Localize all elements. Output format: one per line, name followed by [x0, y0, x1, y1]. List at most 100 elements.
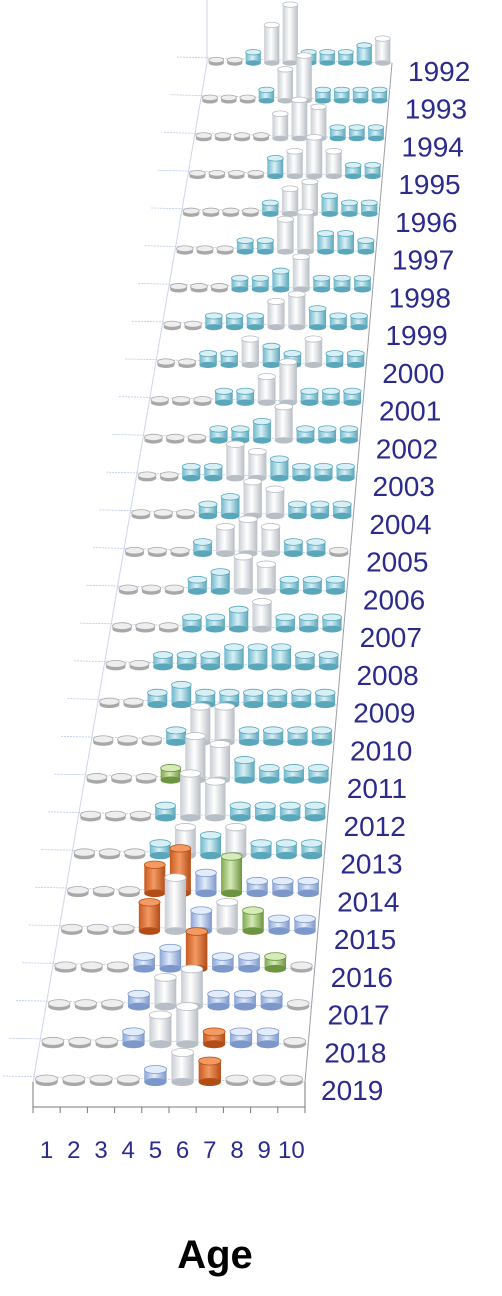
bar-base — [182, 474, 201, 482]
bar — [317, 425, 337, 444]
bar — [304, 801, 326, 822]
bar — [287, 290, 306, 331]
bars-layer — [35, 1, 391, 1087]
bar-base — [226, 474, 245, 482]
bar-base — [230, 814, 251, 822]
bar-top — [292, 253, 310, 261]
bar — [210, 568, 231, 595]
bar-side — [243, 692, 264, 705]
bar-base — [230, 1040, 253, 1049]
bar-base — [258, 97, 275, 104]
year-tick-label: 2013 — [340, 849, 402, 880]
bar — [279, 575, 300, 595]
bar-side — [271, 647, 292, 667]
bar-top — [329, 546, 349, 555]
bar — [356, 42, 373, 66]
bar — [210, 283, 229, 293]
age-tick-label: 4 — [122, 1137, 135, 1164]
bar-top — [329, 312, 348, 320]
bar — [271, 876, 294, 898]
bar — [147, 688, 168, 709]
bar-side — [284, 542, 303, 554]
bar — [92, 886, 115, 898]
bar — [62, 1074, 86, 1087]
bar-top — [290, 961, 313, 971]
bar — [198, 1056, 222, 1087]
bar — [201, 94, 219, 104]
bar-side — [350, 315, 368, 328]
year-tick-label: 2015 — [334, 924, 396, 955]
bar-top — [228, 605, 249, 614]
bar — [311, 726, 333, 746]
bar — [198, 500, 218, 520]
bar-top — [219, 688, 240, 697]
bar — [118, 584, 139, 595]
bar — [220, 94, 237, 104]
bar-base — [122, 1040, 145, 1049]
bar-base — [243, 701, 264, 709]
bar-top — [283, 1036, 307, 1046]
bar-base — [315, 97, 331, 104]
bar-top — [307, 764, 329, 773]
bar-base — [291, 135, 308, 142]
bar-top — [265, 485, 285, 493]
bar-top — [181, 463, 201, 471]
bar — [147, 546, 167, 557]
bar-top — [343, 387, 362, 395]
bar — [160, 764, 182, 784]
bar-top — [339, 425, 359, 433]
bar-base — [247, 663, 268, 671]
bar-base — [299, 625, 319, 633]
bar-side — [304, 339, 323, 365]
bar — [141, 735, 163, 746]
bar-base — [234, 1002, 256, 1011]
bar-base — [288, 512, 307, 520]
bar — [329, 124, 346, 142]
bar-top — [116, 1074, 140, 1084]
bar-top — [160, 764, 182, 773]
bar-top — [184, 732, 206, 741]
bar-top — [256, 237, 274, 244]
bar-top — [170, 546, 190, 555]
bar-top — [60, 923, 83, 933]
bar-base — [216, 550, 235, 557]
bar-top — [135, 773, 157, 782]
bar-top — [164, 873, 187, 882]
bar-base — [318, 437, 337, 444]
bar-top — [314, 86, 332, 94]
bar-top — [98, 848, 121, 857]
bar-top — [150, 396, 169, 404]
bar — [325, 147, 343, 180]
bar-top — [337, 230, 355, 237]
bar-side — [256, 564, 276, 592]
bar-top — [283, 538, 304, 546]
bar-top — [230, 425, 250, 433]
bar-top — [129, 810, 152, 819]
bar-side — [318, 428, 337, 441]
bar-top — [267, 914, 291, 924]
bar — [300, 387, 319, 406]
year-tick-label: 2017 — [327, 1000, 389, 1031]
bar-top — [279, 1074, 303, 1084]
bar-top — [148, 1010, 172, 1020]
bar-base — [203, 1040, 226, 1049]
bar — [204, 312, 223, 331]
bar-top — [175, 1002, 199, 1011]
age-tick-label: 6 — [176, 1137, 189, 1164]
bar — [222, 207, 240, 217]
bar — [346, 350, 365, 369]
bar-base — [319, 60, 335, 66]
bar-base — [313, 286, 330, 293]
bar — [256, 237, 274, 255]
bar — [184, 320, 202, 331]
bar-top — [238, 515, 258, 523]
bar-side — [253, 421, 271, 441]
bar — [205, 613, 226, 633]
bar — [178, 358, 197, 369]
bar — [352, 86, 369, 104]
bar — [54, 961, 77, 973]
bar — [175, 1002, 199, 1049]
bar-top — [187, 575, 208, 584]
bar — [301, 178, 319, 217]
bar-side — [226, 315, 244, 328]
